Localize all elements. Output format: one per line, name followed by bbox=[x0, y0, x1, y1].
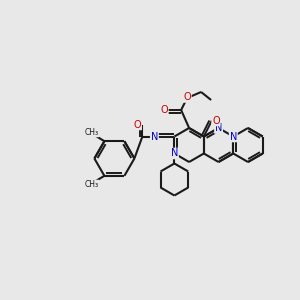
Text: CH₃: CH₃ bbox=[84, 128, 98, 137]
Text: N: N bbox=[230, 131, 237, 142]
Text: CH₃: CH₃ bbox=[84, 180, 98, 189]
Text: N: N bbox=[151, 131, 158, 142]
Text: N: N bbox=[171, 148, 178, 158]
Text: O: O bbox=[212, 116, 220, 125]
Text: O: O bbox=[160, 105, 168, 115]
Text: O: O bbox=[183, 92, 191, 102]
Text: O: O bbox=[134, 119, 141, 130]
Text: N: N bbox=[215, 123, 222, 133]
